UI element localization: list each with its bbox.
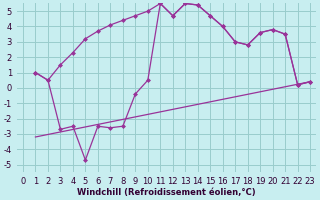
X-axis label: Windchill (Refroidissement éolien,°C): Windchill (Refroidissement éolien,°C)	[77, 188, 256, 197]
